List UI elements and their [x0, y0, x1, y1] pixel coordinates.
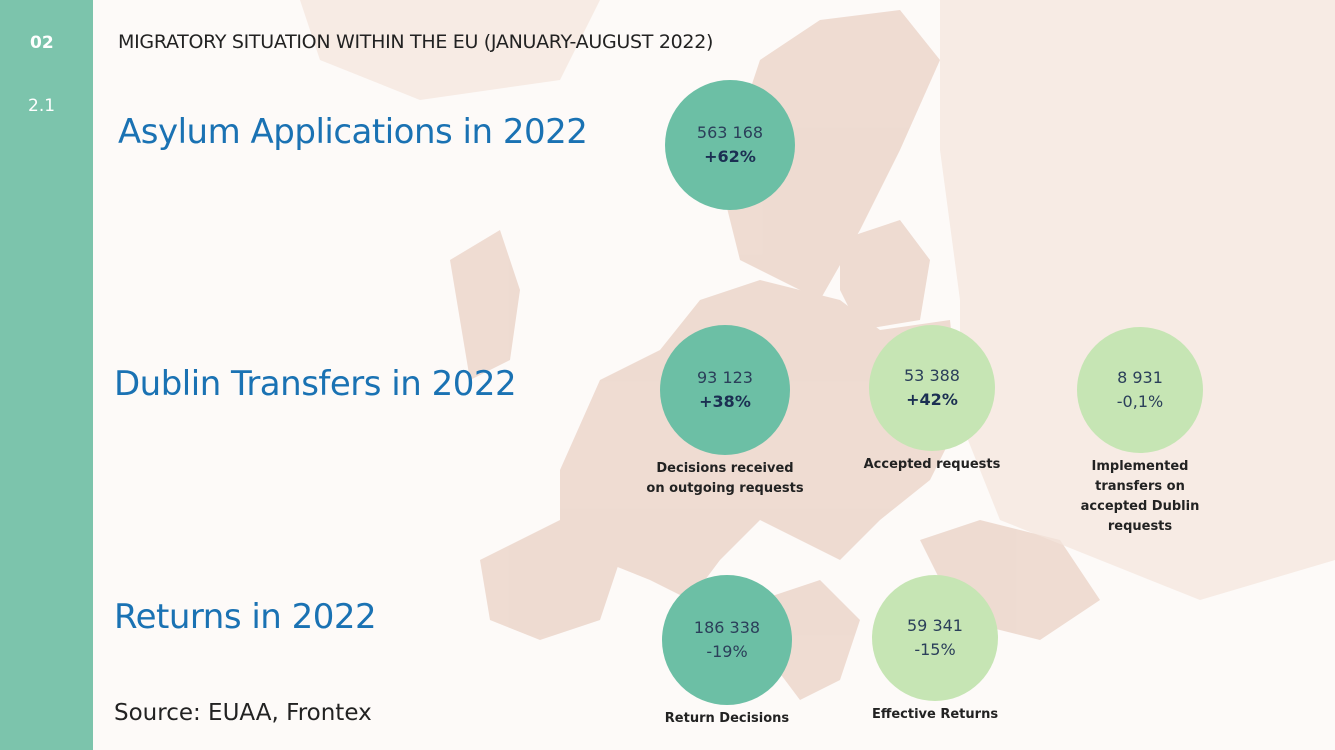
stat-circle: 53 388 +42%	[869, 325, 995, 451]
stat-value: 93 123	[697, 368, 753, 387]
subsection-number: 2.1	[28, 96, 56, 116]
stat-value: 186 338	[693, 618, 761, 637]
caption-line: requests	[1107, 519, 1173, 534]
stat-caption: Accepted requests	[832, 455, 1032, 475]
caption-line: accepted Dublin	[1080, 499, 1200, 514]
stat-circle: 563 168 +62%	[665, 80, 795, 210]
slide-title: MIGRATORY SITUATION WITHIN THE EU (JANUA…	[118, 31, 714, 53]
stat-caption: Effective Returns	[835, 705, 1035, 725]
stat-change: +62%	[704, 147, 756, 166]
caption-line: Effective Returns	[871, 707, 999, 722]
stat-value: 563 168	[696, 123, 764, 142]
stat-circle: 93 123 +38%	[660, 325, 790, 455]
section-heading: Returns in 2022	[114, 597, 377, 637]
section-heading: Asylum Applications in 2022	[118, 112, 588, 152]
stat-value: 8 931	[1117, 368, 1163, 387]
stat-caption: Return Decisions	[627, 709, 827, 729]
stat-change: -19%	[706, 642, 748, 661]
stat-circle: 8 931 -0,1%	[1077, 327, 1203, 453]
caption-line: transfers on	[1095, 479, 1185, 494]
side-strip	[0, 0, 93, 750]
caption-line: Accepted requests	[863, 457, 1001, 472]
stat-value: 59 341	[907, 616, 963, 635]
stat-change: -0,1%	[1116, 392, 1164, 411]
stat-value: 53 388	[904, 366, 960, 385]
stat-circle: 186 338 -19%	[662, 575, 792, 705]
caption-line: Implemented	[1091, 459, 1189, 474]
source: Source: EUAA, Frontex	[114, 700, 372, 726]
caption-line: Decisions received	[656, 461, 794, 476]
stat-change: +42%	[906, 390, 958, 409]
stat-change: -15%	[914, 640, 956, 659]
stat-caption: Decisions received on outgoing requests	[625, 459, 825, 499]
caption-line: Return Decisions	[664, 711, 790, 726]
stat-circle: 59 341 -15%	[872, 575, 998, 701]
section-heading: Dublin Transfers in 2022	[114, 364, 517, 404]
section-number: 02	[30, 33, 54, 53]
stat-change: +38%	[699, 392, 751, 411]
caption-line: on outgoing requests	[646, 481, 804, 496]
stat-caption: Implemented transfers on accepted Dublin re…	[1040, 457, 1240, 537]
